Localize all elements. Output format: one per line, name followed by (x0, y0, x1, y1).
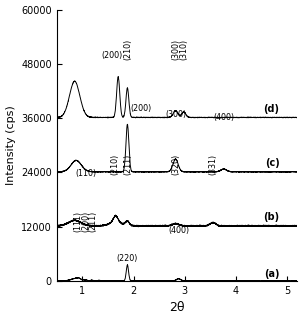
Text: (320): (320) (171, 154, 180, 175)
Text: (200): (200) (81, 211, 90, 232)
Text: (210): (210) (110, 154, 119, 175)
Text: (210): (210) (123, 39, 132, 60)
Text: (211): (211) (88, 211, 98, 232)
Text: (211): (211) (123, 154, 132, 175)
X-axis label: 2θ: 2θ (169, 301, 185, 315)
Text: (300): (300) (171, 39, 180, 60)
Text: (331): (331) (208, 154, 218, 175)
Text: (a): (a) (264, 269, 280, 279)
Text: (220): (220) (117, 254, 138, 263)
Text: (d): (d) (264, 104, 280, 114)
Text: (111): (111) (73, 211, 82, 232)
Y-axis label: Intensity (cps): Intensity (cps) (5, 105, 15, 185)
Text: (300): (300) (165, 110, 186, 119)
Text: (400): (400) (213, 113, 234, 122)
Text: (200): (200) (102, 51, 123, 60)
Text: (110): (110) (76, 169, 97, 178)
Text: (310): (310) (179, 39, 188, 60)
Text: (200): (200) (130, 104, 151, 113)
Text: (c): (c) (265, 158, 280, 168)
Text: (400): (400) (168, 226, 189, 235)
Text: (b): (b) (263, 212, 280, 222)
